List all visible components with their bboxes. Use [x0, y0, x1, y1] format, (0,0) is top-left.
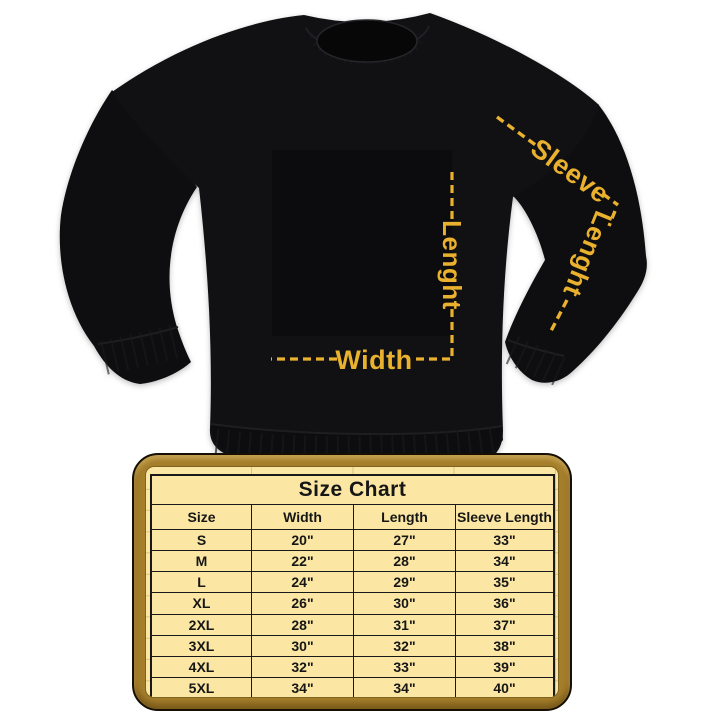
col-header-length: Length — [354, 505, 456, 530]
cell-sleeve-length: 39" — [456, 657, 553, 678]
cell-size: 2XL — [152, 614, 252, 636]
length-label: Lenght — [437, 220, 467, 310]
left-cuff-ribbing — [100, 323, 186, 375]
neck-opening — [316, 19, 418, 63]
cell-width: 22" — [252, 551, 354, 573]
waistband-seam — [210, 423, 503, 436]
col-header-width: Width — [252, 505, 354, 530]
cell-length: 33" — [354, 656, 456, 678]
cell-length: 30" — [354, 593, 456, 615]
cell-length: 32" — [354, 635, 456, 657]
print-area — [272, 150, 452, 336]
cell-length: 28" — [354, 551, 456, 573]
cell-width: 28" — [252, 614, 354, 636]
waistband-ribbing — [214, 425, 502, 463]
left-sleeve — [59, 90, 198, 384]
cell-size: S — [152, 530, 252, 552]
cell-width: 20" — [252, 530, 354, 552]
cell-sleeve-length: 33" — [456, 530, 553, 552]
cell-width: 32" — [252, 656, 354, 678]
garment-illustration: Lenght Width Sleeve Lenght — [59, 13, 647, 469]
cell-size: XL — [152, 593, 252, 615]
cell-size: M — [152, 551, 252, 573]
cell-length: 27" — [354, 530, 456, 552]
width-label: Width — [335, 345, 412, 375]
cell-sleeve-length: 34" — [456, 551, 553, 573]
cell-length: 34" — [354, 677, 456, 697]
size-chart-frame: Size Chart Size Width Length Sleeve Leng… — [132, 453, 572, 711]
cell-width: 26" — [252, 593, 354, 615]
cell-size: 4XL — [152, 656, 252, 678]
sleeve-dimension-line — [496, 115, 620, 332]
cell-size: L — [152, 572, 252, 594]
col-header-size: Size — [152, 505, 252, 530]
cell-width: 34" — [252, 677, 354, 697]
cell-width: 30" — [252, 635, 354, 657]
cell-length: 29" — [354, 572, 456, 594]
right-cuff-seam — [507, 339, 565, 357]
col-header-sleeve-length: Sleeve Length — [456, 505, 553, 530]
cell-length: 31" — [354, 614, 456, 636]
cell-width: 24" — [252, 572, 354, 594]
size-chart-panel: Size Chart Size Width Length Sleeve Leng… — [145, 466, 559, 698]
cell-sleeve-length: 35" — [456, 572, 553, 594]
cell-sleeve-length: 38" — [456, 636, 553, 657]
cell-size: 5XL — [152, 677, 252, 697]
cell-size: 3XL — [152, 635, 252, 657]
cell-sleeve-length: 36" — [456, 593, 553, 615]
size-chart-title: Size Chart — [152, 476, 553, 505]
size-chart-table: Size Chart Size Width Length Sleeve Leng… — [150, 474, 555, 697]
cell-sleeve-length: 37" — [456, 615, 553, 636]
cell-sleeve-length: 40" — [493, 680, 516, 697]
